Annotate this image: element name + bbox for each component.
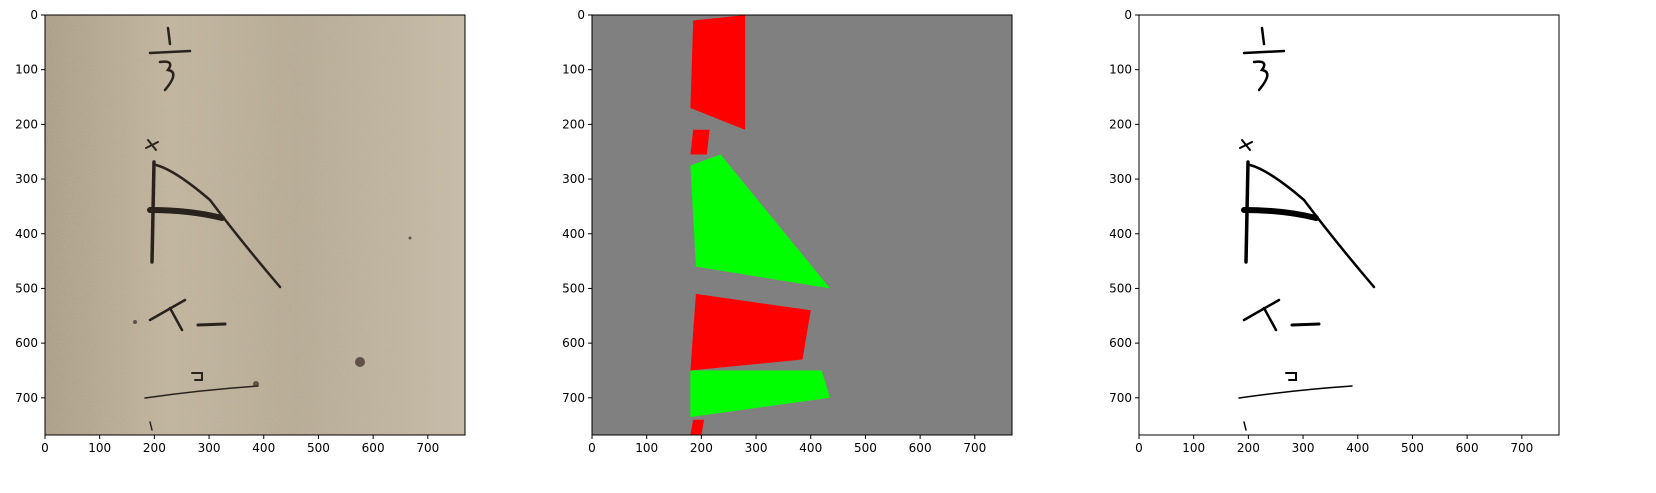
y-axis: 0 100 200 300 400 500 600 700 xyxy=(1109,8,1139,405)
x-tick-label: 700 xyxy=(416,441,439,455)
paper-texture xyxy=(45,15,465,435)
axes-frame xyxy=(591,14,1013,436)
axes-frame xyxy=(1138,14,1560,436)
y-axis: 0 100 200 300 400 500 600 700 xyxy=(562,8,592,405)
mask-region-green xyxy=(690,154,830,289)
y-tick-label: 200 xyxy=(15,117,38,131)
y-tick-label: 600 xyxy=(1109,336,1132,350)
x-tick-label: 300 xyxy=(1292,441,1315,455)
y-axis: 0 100 200 300 400 500 600 700 xyxy=(15,8,45,405)
panel-region-mask: 0 100 200 300 400 500 600 700 0 100 200 300 400 500 6… xyxy=(562,8,1013,455)
x-tick-label: 400 xyxy=(252,441,275,455)
x-tick-label: 400 xyxy=(799,441,822,455)
y-tick-label: 100 xyxy=(562,63,585,77)
x-axis: 0 100 200 300 400 500 600 700 xyxy=(588,435,986,455)
mask-regions xyxy=(690,15,830,435)
y-tick-label: 500 xyxy=(562,281,585,295)
x-tick-label: 0 xyxy=(588,441,596,455)
x-tick-label: 0 xyxy=(1135,441,1143,455)
x-tick-label: 100 xyxy=(1182,441,1205,455)
panel-original-scan: 0 100 200 300 400 500 600 700 0 100 200 300 400 500 6… xyxy=(15,8,466,455)
y-tick-label: 600 xyxy=(562,336,585,350)
x-tick-label: 100 xyxy=(88,441,111,455)
x-tick-label: 700 xyxy=(963,441,986,455)
x-tick-label: 100 xyxy=(635,441,658,455)
x-tick-label: 200 xyxy=(143,441,166,455)
panel-binarized: 0 100 200 300 400 500 600 700 0 100 200 300 400 500 6… xyxy=(1109,8,1560,455)
mask-background xyxy=(592,15,1012,435)
y-tick-label: 400 xyxy=(1109,227,1132,241)
y-tick-label: 600 xyxy=(15,336,38,350)
y-tick-label: 400 xyxy=(15,227,38,241)
x-tick-label: 600 xyxy=(909,441,932,455)
y-tick-label: 0 xyxy=(30,8,38,22)
original-image xyxy=(45,15,465,435)
y-tick-label: 0 xyxy=(577,8,585,22)
y-tick-label: 0 xyxy=(1124,8,1132,22)
mask-region-red xyxy=(690,293,811,371)
mask-region-green xyxy=(690,370,830,417)
x-tick-label: 500 xyxy=(1401,441,1424,455)
x-tick-label: 500 xyxy=(854,441,877,455)
y-tick-label: 100 xyxy=(1109,63,1132,77)
x-tick-label: 600 xyxy=(362,441,385,455)
y-tick-label: 100 xyxy=(15,63,38,77)
x-axis: 0 100 200 300 400 500 600 700 xyxy=(1135,435,1533,455)
y-tick-label: 200 xyxy=(1109,117,1132,131)
x-axis: 0 100 200 300 400 500 600 700 xyxy=(41,435,439,455)
x-tick-label: 300 xyxy=(745,441,768,455)
x-tick-label: 200 xyxy=(1237,441,1260,455)
y-tick-label: 200 xyxy=(562,117,585,131)
x-tick-label: 700 xyxy=(1510,441,1533,455)
x-tick-label: 400 xyxy=(1346,441,1369,455)
binary-background xyxy=(1139,15,1559,435)
y-tick-label: 300 xyxy=(562,172,585,186)
y-tick-label: 500 xyxy=(15,281,38,295)
ink-spots xyxy=(133,236,412,387)
y-tick-label: 300 xyxy=(15,172,38,186)
x-tick-label: 200 xyxy=(690,441,713,455)
x-tick-label: 600 xyxy=(1456,441,1479,455)
y-tick-label: 300 xyxy=(1109,172,1132,186)
mask-region-red xyxy=(690,129,710,155)
handwritten-strokes xyxy=(144,26,282,431)
y-tick-label: 400 xyxy=(562,227,585,241)
x-tick-label: 0 xyxy=(41,441,49,455)
y-tick-label: 500 xyxy=(1109,281,1132,295)
axes-frame xyxy=(44,14,466,436)
y-tick-label: 700 xyxy=(562,391,585,405)
mask-region-red xyxy=(690,419,705,435)
binary-strokes xyxy=(1238,26,1376,431)
mask-region-red xyxy=(690,15,746,130)
y-tick-label: 700 xyxy=(1109,391,1132,405)
x-tick-label: 300 xyxy=(198,441,221,455)
x-tick-label: 500 xyxy=(307,441,330,455)
y-tick-label: 700 xyxy=(15,391,38,405)
